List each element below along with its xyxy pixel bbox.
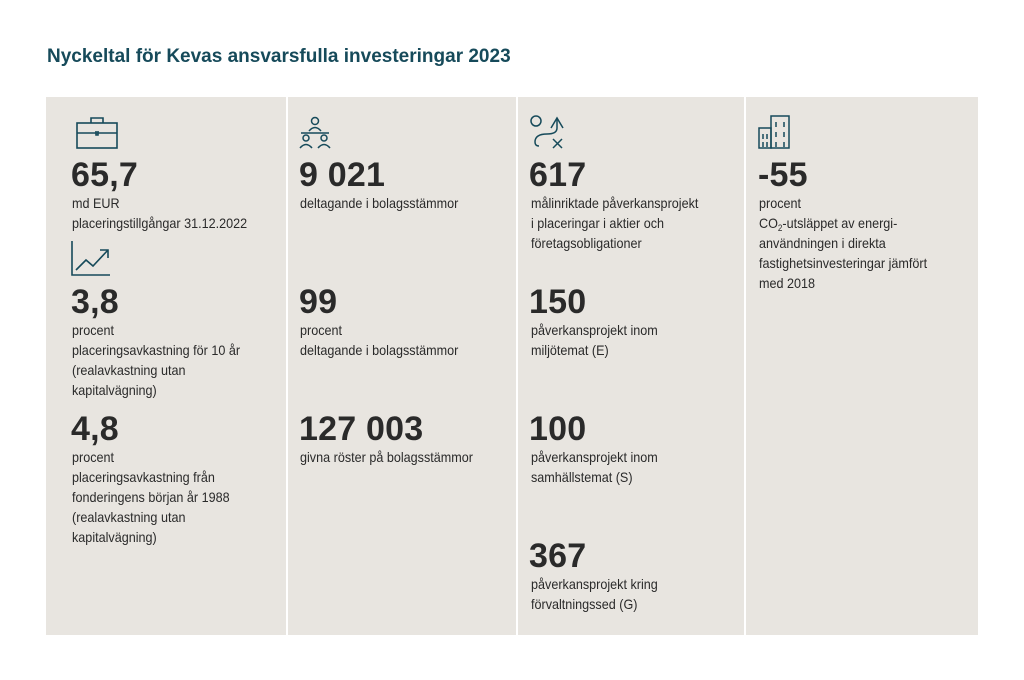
buildings-icon <box>757 114 793 150</box>
stat-description: givna röster på bolagsstämmor <box>300 449 473 465</box>
stat-description: målinriktade påverkansprojekt i placerin… <box>531 195 699 251</box>
briefcase-icon <box>76 116 120 150</box>
column-divider <box>744 97 746 635</box>
co2-subscript: 2 <box>777 223 783 233</box>
stat-value: -55 <box>758 156 808 194</box>
stat-description: påverkansprojekt inom miljötemat (E) <box>531 322 658 358</box>
stat-value: 3,8 <box>71 283 119 321</box>
strategy-arrow-icon <box>529 114 565 150</box>
stat-description-rest: användningen i direkta fastighetsinveste… <box>759 235 928 291</box>
stat-value: 617 <box>529 156 587 194</box>
key-figures-panel <box>46 97 978 635</box>
trend-chart-icon <box>70 240 112 278</box>
stat-description: procent placeringsavkastning för 10 år (… <box>72 322 241 398</box>
stat-value: 100 <box>529 410 587 448</box>
stat-description: procent placeringsavkastning från fonder… <box>72 449 230 545</box>
column-divider <box>516 97 518 635</box>
stat-description: md EUR placeringstillgångar 31.12.2022 <box>72 195 248 231</box>
stat-value: 99 <box>299 283 338 321</box>
stat-value: 367 <box>529 537 587 575</box>
co2-line: CO2-utsläppet av energi- <box>759 213 927 233</box>
stat-value: 150 <box>529 283 587 321</box>
co2-rest: -utsläppet av energi- <box>782 215 898 231</box>
stat-description: procent deltagande i bolagsstämmor <box>300 322 459 358</box>
stat-value: 127 003 <box>299 410 424 448</box>
page-title: Nyckeltal för Kevas ansvarsfulla investe… <box>47 46 511 67</box>
stat-description: påverkansprojekt kring förvaltningssed (… <box>531 576 658 612</box>
stat-description: påverkansprojekt inom samhällstemat (S) <box>531 449 658 485</box>
stat-unit: procent <box>759 195 802 211</box>
stat-description: deltagande i bolagsstämmor <box>300 195 459 211</box>
meeting-people-icon <box>299 116 331 150</box>
column-divider <box>286 97 288 635</box>
stat-value: 9 021 <box>299 156 386 194</box>
stat-value: 4,8 <box>71 410 119 448</box>
stat-value: 65,7 <box>71 156 138 194</box>
co2-prefix: CO <box>759 215 778 231</box>
stat-description: procent CO2-utsläppet av energi- användn… <box>759 193 927 293</box>
